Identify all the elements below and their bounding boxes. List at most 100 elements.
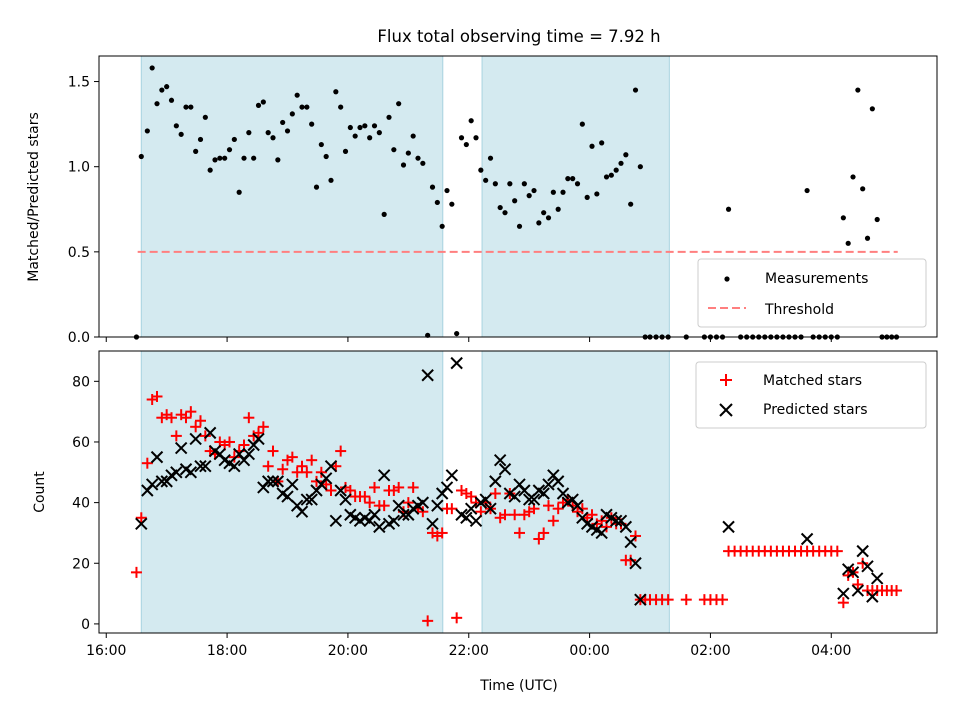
matched-point xyxy=(857,557,869,569)
predicted-point xyxy=(295,505,309,518)
x-tick-label: 02:00 xyxy=(690,643,730,659)
legend-matched-marker xyxy=(720,374,732,386)
predicted-point xyxy=(551,475,565,488)
measurement-point xyxy=(860,186,866,192)
measurement-point xyxy=(642,334,648,340)
legend-predicted-marker xyxy=(719,403,733,417)
predicted-point xyxy=(527,493,541,506)
measurement-point xyxy=(362,123,368,129)
measurement-point xyxy=(183,104,189,110)
predicted-point xyxy=(145,478,159,491)
measurement-point xyxy=(294,92,300,98)
y-tick-label: 80 xyxy=(72,374,90,390)
predicted-point xyxy=(397,508,410,521)
measurement-point xyxy=(458,135,465,141)
matched-point xyxy=(369,481,381,493)
bottom-legend-box xyxy=(695,361,927,429)
measurement-point xyxy=(584,194,590,200)
predicted-points xyxy=(135,356,884,606)
matched-point xyxy=(422,615,434,627)
measurement-point xyxy=(454,330,460,337)
predicted-point xyxy=(851,584,865,597)
measurement-point xyxy=(478,167,484,173)
measurement-point xyxy=(449,201,455,207)
measurement-point xyxy=(659,334,665,340)
predicted-point xyxy=(460,511,473,524)
predicted-point xyxy=(170,466,183,479)
measurement-point xyxy=(531,187,537,194)
measurement-point xyxy=(289,111,295,117)
predicted-point xyxy=(319,472,333,485)
predicted-point xyxy=(846,566,860,579)
predicted-point xyxy=(387,514,401,528)
matched-point xyxy=(291,466,303,478)
predicted-point xyxy=(373,520,386,534)
predicted-point xyxy=(556,487,570,500)
predicted-point xyxy=(464,502,478,515)
measurement-point xyxy=(786,334,792,340)
measurement-point xyxy=(217,155,223,161)
measurement-point xyxy=(618,160,624,166)
predicted-point xyxy=(392,499,405,512)
measurement-point xyxy=(391,147,397,153)
measurement-point xyxy=(869,106,875,112)
measurement-point xyxy=(434,199,440,206)
measurement-point xyxy=(713,334,720,340)
measurement-point xyxy=(133,334,140,340)
matched-point xyxy=(837,597,849,609)
matched-point xyxy=(253,427,265,439)
matched-point xyxy=(243,412,255,424)
measurement-point xyxy=(323,153,329,160)
predicted-point xyxy=(518,484,531,497)
measurement-point xyxy=(536,220,542,226)
measurement-point xyxy=(816,334,822,340)
predicted-point xyxy=(508,490,521,503)
legend-matched-label: Matched stars xyxy=(763,373,862,389)
predicted-point xyxy=(189,432,202,446)
bottom-shaded-spans xyxy=(140,351,670,633)
matched-point xyxy=(335,445,347,457)
matched-point xyxy=(547,515,559,527)
measurement-point xyxy=(207,167,213,173)
matched-point xyxy=(393,481,405,493)
measurement-point xyxy=(864,235,871,241)
matched-point xyxy=(543,500,555,512)
measurement-point xyxy=(560,189,566,195)
measurement-point xyxy=(400,162,407,168)
matched-point xyxy=(267,445,279,457)
measurement-point xyxy=(594,191,600,197)
measurement-point xyxy=(665,334,671,340)
matched-point xyxy=(364,497,376,509)
measurement-point xyxy=(159,87,165,93)
measurement-point xyxy=(347,124,353,131)
predicted-point xyxy=(416,496,430,509)
measurement-point xyxy=(707,334,714,340)
plot-frame xyxy=(98,350,938,634)
predicted-point xyxy=(421,369,434,382)
measurement-point xyxy=(226,147,233,153)
measurement-point xyxy=(599,140,605,146)
bottom-legend: Matched stars Predicted stars xyxy=(695,361,927,429)
y-tick-label: 0.0 xyxy=(68,330,90,346)
matched-point xyxy=(509,509,521,521)
measurement-point xyxy=(756,334,762,340)
measurement-point xyxy=(357,124,363,131)
measurement-point xyxy=(367,135,373,141)
measurement-point xyxy=(444,187,450,194)
matched-point xyxy=(180,412,192,424)
predicted-point xyxy=(150,450,164,464)
measurement-point xyxy=(275,157,281,163)
measurement-point xyxy=(415,155,421,161)
top-legend-box xyxy=(697,258,927,328)
measurement-point xyxy=(545,215,552,221)
x-tick-label: 22:00 xyxy=(449,643,489,659)
measurement-point xyxy=(750,334,756,340)
measurement-point xyxy=(164,84,170,90)
measurement-point xyxy=(683,334,689,340)
measurement-point xyxy=(173,123,179,129)
measurement-point xyxy=(381,211,387,217)
y-tick-label: 20 xyxy=(72,556,90,572)
matched-point xyxy=(552,503,564,515)
bottom-y-axis-label: Count xyxy=(32,471,48,513)
predicted-point xyxy=(493,453,507,467)
